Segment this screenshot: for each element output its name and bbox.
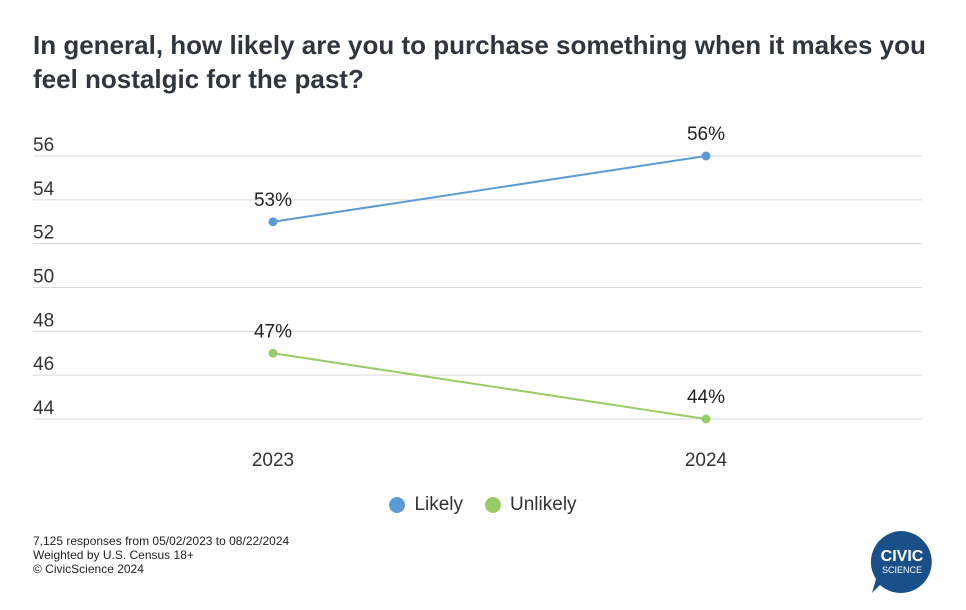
footnote-copyright: © CivicScience 2024 [33,562,144,576]
civicscience-logo: CIVIC SCIENCE [870,531,932,593]
legend-marker-likely [389,497,406,513]
series-line-likely [272,155,707,223]
y-tick-label-44: 44 [33,398,55,419]
data-point-likely-2024 [701,151,711,161]
data-label-unlikely-2024: 44% [687,387,725,408]
x-tick-label-2024: 2024 [685,450,728,471]
data-label-unlikely-2023: 47% [254,321,292,342]
data-label-likely-2023: 53% [254,190,292,211]
y-tick-label-48: 48 [33,310,54,331]
y-tick-label-50: 50 [33,267,54,288]
y-tick-label-46: 46 [33,354,54,375]
footnotes: 7,125 responses from 05/02/2023 to 08/22… [33,534,289,576]
footnote-weighting: Weighted by U.S. Census 18+ [33,548,194,562]
chart-title: In general, how likely are you to purcha… [33,30,926,94]
footnote-responses: 7,125 responses from 05/02/2023 to 08/22… [33,534,290,548]
data-point-unlikely-2023 [268,348,278,358]
logo-text-civic: CIVIC [881,548,924,565]
legend-item-unlikely[interactable]: Unlikely [485,494,577,516]
data-label-likely-2024: 56% [687,124,725,145]
data-point-likely-2023 [268,217,278,227]
y-tick-label-56: 56 [33,135,54,156]
legend-label-unlikely: Unlikely [510,494,577,515]
legend-item-likely[interactable]: Likely [389,494,463,516]
legend-label-likely: Likely [414,494,464,515]
x-tick-label-2023: 2023 [252,450,294,471]
logo-text-science: SCIENCE [882,565,922,575]
logo-badge [870,531,932,593]
y-tick-label-54: 54 [33,179,55,200]
data-point-unlikely-2024 [701,414,711,424]
legend: Likely Unlikely [0,494,966,516]
series-line-unlikely [272,352,707,420]
legend-marker-unlikely [485,497,502,513]
line-chart: 44 46 48 50 52 54 56 2023 2024 53% 56% 47% 44% [33,124,922,471]
y-tick-label-52: 52 [33,223,54,244]
